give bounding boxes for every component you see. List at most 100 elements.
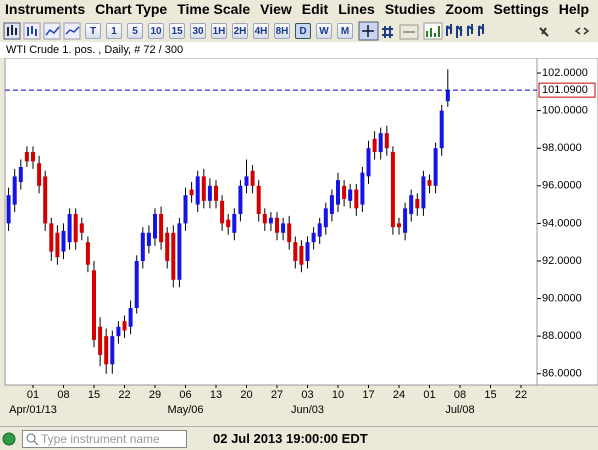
menu-item[interactable]: Edit: [301, 1, 329, 17]
menu-item[interactable]: Instruments: [5, 1, 86, 17]
icon-glyph: [65, 26, 80, 35]
candle-body: [360, 172, 365, 205]
period-button[interactable]: 30: [190, 23, 206, 39]
period-button[interactable]: 4H: [253, 23, 269, 39]
candle-body: [409, 195, 414, 214]
icon-glyph: [27, 26, 37, 36]
candle-body: [177, 223, 182, 280]
candle-body: [43, 176, 48, 224]
y-tick-label: 100.0000: [542, 105, 588, 117]
status-icon: [2, 432, 16, 446]
period-button[interactable]: T: [85, 23, 101, 39]
menu-item[interactable]: Zoom: [445, 1, 484, 17]
icon-glyph: [45, 26, 60, 36]
candle-body: [293, 242, 298, 261]
toolbar: T 1 5 10 15 30 1H 2H 4H 8H D W M: [0, 20, 598, 42]
delete-tool[interactable]: [539, 27, 549, 37]
period-button[interactable]: 5: [127, 23, 143, 39]
candle-body: [110, 336, 115, 365]
candle-body: [238, 185, 243, 214]
toolbar-tools: [358, 21, 590, 41]
period-button[interactable]: D: [295, 23, 311, 39]
period-button[interactable]: 10: [148, 23, 164, 39]
candle-body: [268, 217, 273, 224]
search-placeholder: Type instrument name: [41, 432, 160, 446]
candle-body: [311, 232, 316, 243]
status-bar: Type instrument name 02 Jul 2013 19:00:0…: [0, 426, 598, 450]
candle-body: [67, 213, 72, 243]
menu-item[interactable]: Settings: [493, 1, 549, 17]
candle-body: [220, 200, 225, 224]
period-button[interactable]: 8H: [274, 23, 290, 39]
candle-body: [299, 245, 304, 265]
x-tick-label: 01: [27, 389, 39, 401]
period-button[interactable]: W: [316, 23, 332, 39]
y-tick-label: 98.0000: [542, 142, 582, 154]
candle-body: [12, 176, 17, 205]
x-tick-label: 29: [149, 389, 161, 401]
candle-body: [244, 176, 249, 186]
menu-item[interactable]: Help: [558, 1, 590, 17]
grid-tool[interactable]: [382, 26, 393, 38]
y-tick-label: 94.0000: [542, 217, 582, 229]
candle-body: [232, 213, 237, 233]
period-button[interactable]: 1H: [211, 23, 227, 39]
candle-body: [403, 208, 408, 233]
drawing-tools[interactable]: [446, 24, 485, 38]
candle-body: [6, 195, 11, 224]
candle-body: [128, 307, 133, 327]
candle-body: [262, 213, 267, 224]
scroll-right[interactable]: [583, 27, 590, 35]
candle-body: [348, 189, 353, 201]
menu-item[interactable]: Studies: [384, 1, 436, 17]
x-tick-label: 08: [454, 389, 466, 401]
candle-body: [372, 138, 377, 152]
x-tick-label: 03: [301, 389, 313, 401]
x-tick-label: 06: [179, 389, 191, 401]
instrument-search[interactable]: Type instrument name: [22, 430, 187, 448]
period-button[interactable]: 15: [169, 23, 185, 39]
x-tick-label: 20: [240, 389, 252, 401]
menu-item[interactable]: View: [260, 1, 292, 17]
y-tick-label: 88.0000: [542, 330, 582, 342]
candle-body: [31, 151, 35, 162]
status-datetime: 02 Jul 2013 19:00:00 EDT: [213, 431, 368, 446]
x-tick-label: 22: [118, 389, 130, 401]
candle-body: [134, 260, 139, 308]
candle-body: [256, 185, 261, 214]
candle-body: [323, 208, 328, 228]
chart-header: [0, 42, 598, 58]
candle-body: [427, 180, 432, 186]
candle-body: [37, 163, 42, 186]
menu-item[interactable]: Chart Type: [95, 1, 168, 17]
candle-body: [305, 242, 310, 261]
icon[interactable]: [399, 24, 419, 40]
menu-item[interactable]: Time Scale: [177, 1, 251, 17]
menu-item[interactable]: Lines: [338, 1, 375, 17]
candle-body: [18, 167, 23, 183]
period-button[interactable]: M: [337, 23, 353, 39]
scroll-left[interactable]: [574, 27, 581, 35]
candle-body: [445, 90, 450, 102]
candle-body: [287, 223, 292, 243]
candle-body: [207, 185, 212, 201]
candle-body: [421, 176, 426, 209]
candle-body: [55, 232, 60, 258]
x-tick-label: 15: [484, 389, 496, 401]
candle-body: [24, 151, 29, 162]
candle-body: [366, 148, 371, 177]
x-tick-label: 24: [393, 389, 405, 401]
candle-body: [85, 242, 90, 265]
price-axis: [536, 57, 598, 386]
candle-body: [415, 198, 420, 209]
period-button[interactable]: 2H: [232, 23, 248, 39]
menu-bar: Instruments Chart Type Time Scale View Edit L…: [0, 0, 598, 19]
period-button[interactable]: 1: [106, 23, 122, 39]
icon[interactable]: [423, 22, 443, 40]
candle-body: [146, 232, 151, 246]
x-tick-label: 17: [362, 389, 374, 401]
candle-body: [195, 176, 200, 205]
candle-body: [390, 151, 395, 228]
